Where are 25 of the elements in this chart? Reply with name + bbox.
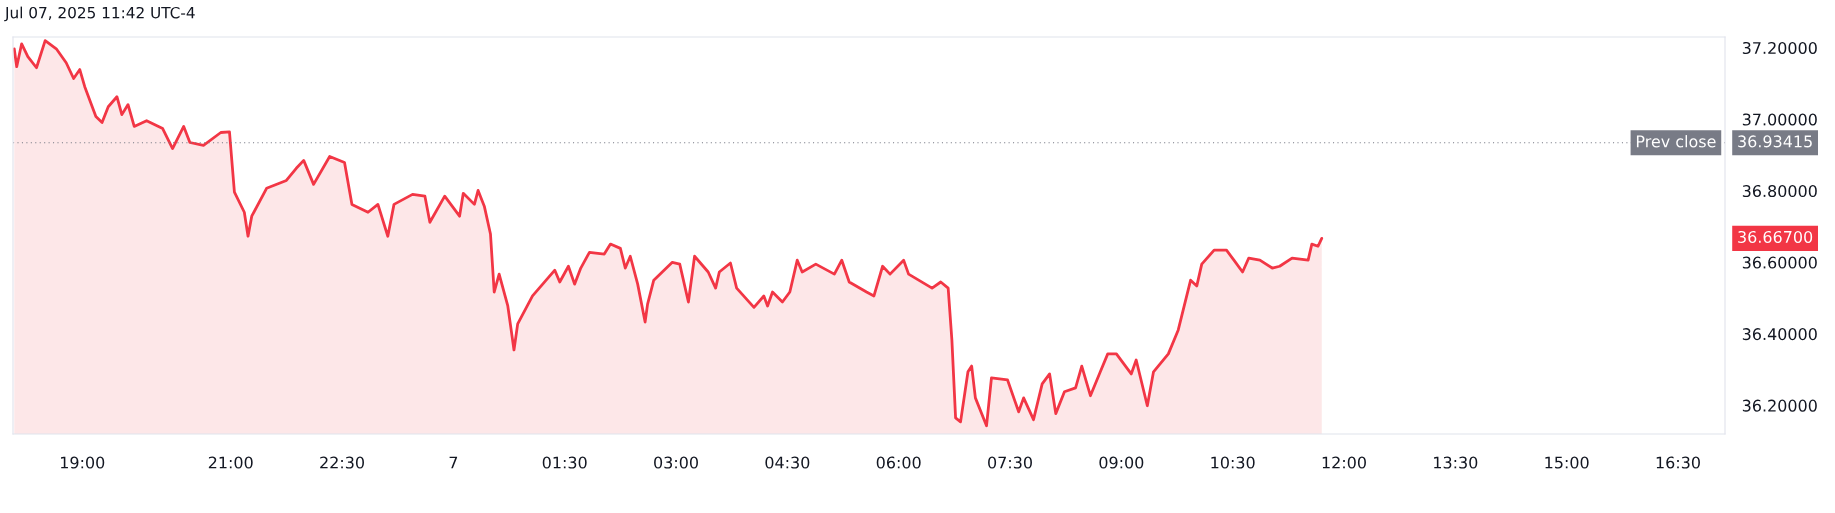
x-tick-label: 19:00 bbox=[61, 456, 105, 469]
x-tick-label: 04:30 bbox=[765, 456, 810, 469]
x-tick-label: 10:30 bbox=[1211, 456, 1255, 469]
y-tick-label: 36.60000 bbox=[1742, 256, 1817, 269]
x-tick-label: 7 bbox=[449, 456, 458, 469]
x-tick-label: 22:30 bbox=[320, 456, 364, 469]
x-tick-label: 16:30 bbox=[1656, 456, 1700, 469]
text: 36.66700 bbox=[1738, 230, 1813, 243]
y-tick-label: 36.20000 bbox=[1742, 399, 1817, 412]
x-tick-label: 12:00 bbox=[1322, 456, 1366, 469]
y-tick-label: 36.40000 bbox=[1742, 328, 1817, 341]
chart-title: Jul 07, 2025 11:42 UTC-4 bbox=[4, 6, 195, 22]
x-tick-label: 21:00 bbox=[208, 456, 253, 469]
y-tick-label: 36.80000 bbox=[1742, 185, 1817, 198]
x-tick-label: 07:30 bbox=[988, 456, 1032, 469]
x-tick-label: 09:00 bbox=[1099, 456, 1144, 469]
x-tick-label: 15:00 bbox=[1545, 456, 1589, 469]
x-tick-label: 01:30 bbox=[542, 456, 587, 469]
text: 36.93415 bbox=[1738, 135, 1812, 148]
y-tick-label: 37.00000 bbox=[1742, 113, 1817, 126]
y-tick-label: 37.20000 bbox=[1742, 41, 1817, 55]
x-tick-label: 06:00 bbox=[876, 456, 921, 469]
x-tick-label: 03:00 bbox=[654, 456, 698, 469]
ref-line-label: Prev close bbox=[1636, 135, 1716, 148]
x-tick-label: 13:30 bbox=[1434, 456, 1478, 469]
